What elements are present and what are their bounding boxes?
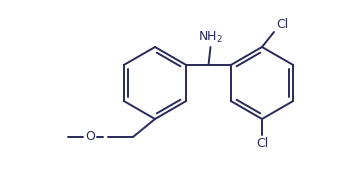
Text: Cl: Cl (256, 137, 268, 150)
Text: NH$_2$: NH$_2$ (198, 30, 223, 45)
Text: Cl: Cl (276, 18, 288, 31)
Text: O: O (85, 130, 95, 143)
